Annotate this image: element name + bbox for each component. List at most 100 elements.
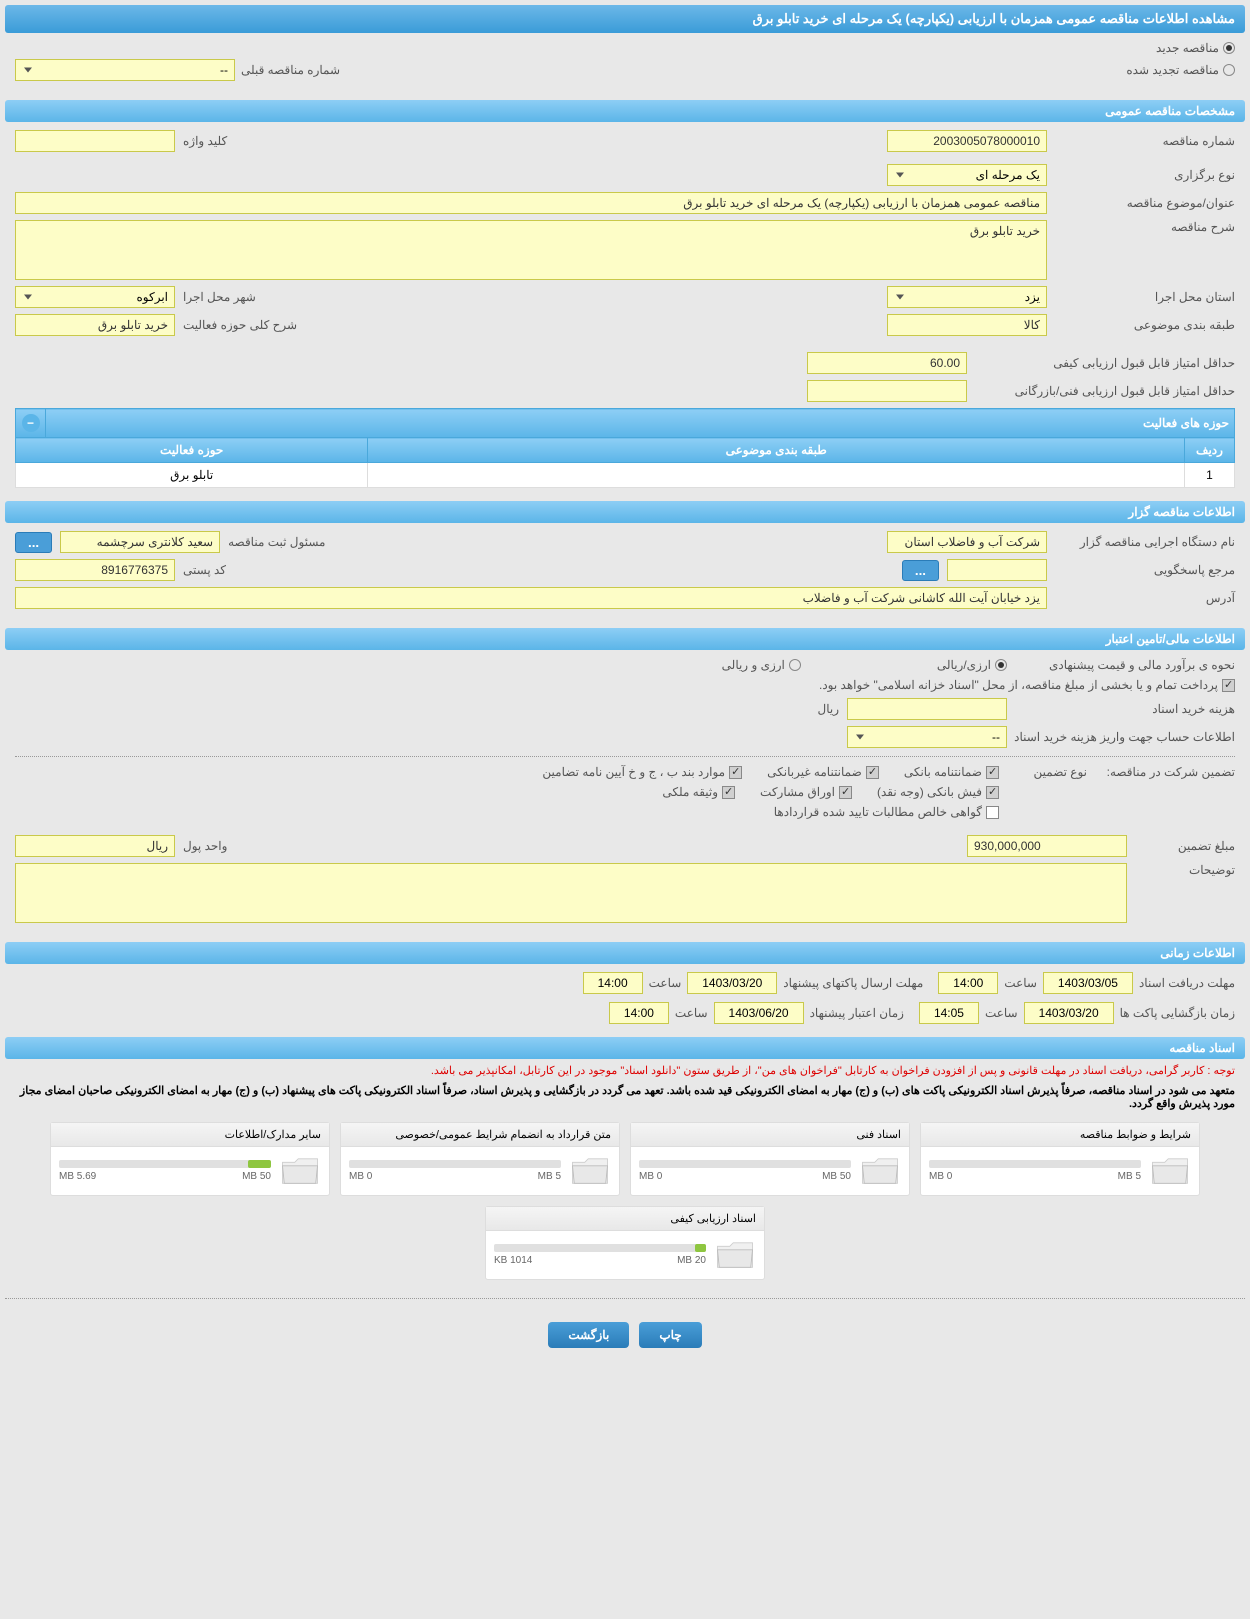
min-tech-field (807, 380, 967, 402)
radio-circle-icon (1223, 42, 1235, 54)
doc-card[interactable]: سایر مدارک/اطلاعات 50 MB 5.69 MB (50, 1122, 330, 1196)
chk-items[interactable]: موارد بند ب ، ج و خ آیین نامه تضامین (542, 765, 742, 779)
validity-date: 1403/06/20 (714, 1002, 804, 1024)
account-dropdown[interactable]: -- (847, 726, 1007, 748)
doc-total: 5 MB (1118, 1171, 1141, 1182)
radio-new-label: مناقصه جدید (1156, 41, 1219, 55)
cell-activity: تابلو برق (16, 463, 368, 488)
doc-card[interactable]: شرایط و ضوابط مناقصه 5 MB 0 MB (920, 1122, 1200, 1196)
chk-bonds-label: اوراق مشارکت (760, 785, 835, 799)
doc-card[interactable]: متن قرارداد به انضمام شرایط عمومی/خصوصی … (340, 1122, 620, 1196)
section-financial: اطلاعات مالی/تامین اعتبار (5, 628, 1245, 650)
notes-field[interactable] (15, 863, 1127, 923)
col-activity: حوزه فعالیت (16, 438, 368, 463)
notes-label: توضیحات (1135, 863, 1235, 877)
doc-card[interactable]: اسناد فنی 50 MB 0 MB (630, 1122, 910, 1196)
doc-used: 5.69 MB (59, 1171, 96, 1182)
send-label: مهلت ارسال پاکتهای پیشنهاد (783, 976, 923, 990)
doc-title: اسناد ارزیابی کیفی (486, 1207, 764, 1231)
folder-icon (569, 1153, 611, 1189)
desc-label: شرح مناقصه (1055, 220, 1235, 234)
province-dropdown[interactable]: یزد (887, 286, 1047, 308)
validity-label: زمان اعتبار پیشنهاد (810, 1006, 904, 1020)
activity-desc-field: خرید تابلو برق (15, 314, 175, 336)
responsible-label: مسئول ثبت مناقصه (228, 535, 325, 549)
cell-idx: 1 (1185, 463, 1235, 488)
doc-total: 5 MB (538, 1171, 561, 1182)
guarantee-type-label: نوع تضمین (1007, 765, 1087, 779)
checkbox-icon (722, 786, 735, 799)
chk-receivables-label: گواهی خالص مطالبات تایید شده قراردادها (774, 805, 982, 819)
checkbox-icon (866, 766, 879, 779)
type-label: نوع برگزاری (1055, 168, 1235, 182)
doc-title: اسناد فنی (631, 1123, 909, 1147)
number-label: شماره مناقصه (1055, 134, 1235, 148)
progress-bar (494, 1244, 706, 1252)
type-dropdown[interactable]: یک مرحله ای (887, 164, 1047, 186)
doc-cost-field[interactable] (847, 698, 1007, 720)
validity-time-label: ساعت (675, 1006, 708, 1020)
postal-field: 8916776375 (15, 559, 175, 581)
city-dropdown[interactable]: ابرکوه (15, 286, 175, 308)
doc-card[interactable]: اسناد ارزیابی کیفی 20 MB 1014 KB (485, 1206, 765, 1280)
desc-field[interactable]: خرید تابلو برق (15, 220, 1047, 280)
print-button[interactable]: چاپ (639, 1322, 701, 1348)
min-tech-label: حداقل امتیاز قابل قبول ارزیابی فنی/بازرگ… (975, 384, 1235, 398)
doc-title: شرایط و ضوابط مناقصه (921, 1123, 1199, 1147)
chk-receivables[interactable]: گواهی خالص مطالبات تایید شده قراردادها (774, 805, 999, 819)
treasury-checkbox[interactable]: پرداخت تمام و یا بخشی از مبلغ مناقصه، از… (819, 678, 1235, 692)
progress-bar (639, 1160, 851, 1168)
chk-nonbank[interactable]: ضمانتنامه غیربانکی (767, 765, 879, 779)
estimate-label: نحوه ی برآورد مالی و قیمت پیشنهادی (1015, 658, 1235, 672)
minus-header: − (16, 409, 46, 438)
min-quality-field: 60.00 (807, 352, 967, 374)
radio-rial[interactable]: ارزی/ریالی (937, 658, 1007, 672)
checkbox-icon (986, 806, 999, 819)
chk-bank[interactable]: ضمانتنامه بانکی (904, 765, 999, 779)
send-date: 1403/03/20 (687, 972, 777, 994)
province-label: استان محل اجرا (1055, 290, 1235, 304)
radio-both[interactable]: ارزی و ریالی (722, 658, 801, 672)
number-field: 2003005078000010 (887, 130, 1047, 152)
responsible-lookup-button[interactable]: ... (15, 532, 52, 553)
chk-property[interactable]: وثیقه ملکی (662, 785, 735, 799)
prev-number-value: -- (220, 63, 228, 77)
receive-date: 1403/03/05 (1043, 972, 1133, 994)
doc-total: 50 MB (822, 1171, 851, 1182)
keyword-field[interactable] (15, 130, 175, 152)
radio-renewed-label: مناقصه تجدید شده (1126, 63, 1219, 77)
account-value: -- (992, 730, 1000, 744)
table-row: 1 تابلو برق (16, 463, 1235, 488)
guarantee-label: تضمین شرکت در مناقصه: (1095, 765, 1235, 779)
checkbox-icon (1222, 679, 1235, 692)
prev-number-dropdown[interactable]: -- (15, 59, 235, 81)
chk-items-label: موارد بند ب ، ج و خ آیین نامه تضامین (542, 765, 725, 779)
radio-renewed-tender[interactable]: مناقصه تجدید شده (1126, 63, 1235, 77)
city-label: شهر محل اجرا (183, 290, 256, 304)
chk-nonbank-label: ضمانتنامه غیربانکی (767, 765, 862, 779)
chk-bonds[interactable]: اوراق مشارکت (760, 785, 852, 799)
checkbox-icon (729, 766, 742, 779)
radio-circle-icon (1223, 64, 1235, 76)
send-time: 14:00 (583, 972, 643, 994)
activity-table: حوزه های فعالیت − ردیف طبقه بندی موضوعی … (15, 408, 1235, 488)
ref-field[interactable] (947, 559, 1047, 581)
doc-total: 20 MB (677, 1255, 706, 1266)
receive-label: مهلت دریافت اسناد (1139, 976, 1235, 990)
category-field: کالا (887, 314, 1047, 336)
amount-label: مبلغ تضمین (1135, 839, 1235, 853)
unit-field: ریال (15, 835, 175, 857)
checkbox-icon (986, 786, 999, 799)
ref-lookup-button[interactable]: ... (902, 560, 939, 581)
address-field: یزد خیابان آیت الله کاشانی شرکت آب و فاض… (15, 587, 1047, 609)
radio-new-tender[interactable]: مناقصه جدید (1156, 41, 1235, 55)
folder-icon (859, 1153, 901, 1189)
chk-cash[interactable]: فیش بانکی (وجه نقد) (877, 785, 999, 799)
back-button[interactable]: بازگشت (548, 1322, 629, 1348)
doc-used: 1014 KB (494, 1255, 532, 1266)
minus-icon[interactable]: − (22, 414, 40, 432)
doc-total: 50 MB (242, 1171, 271, 1182)
org-field: شرکت آب و فاضلاب استان (887, 531, 1047, 553)
doc-title: متن قرارداد به انضمام شرایط عمومی/خصوصی (341, 1123, 619, 1147)
radio-circle-icon (995, 659, 1007, 671)
